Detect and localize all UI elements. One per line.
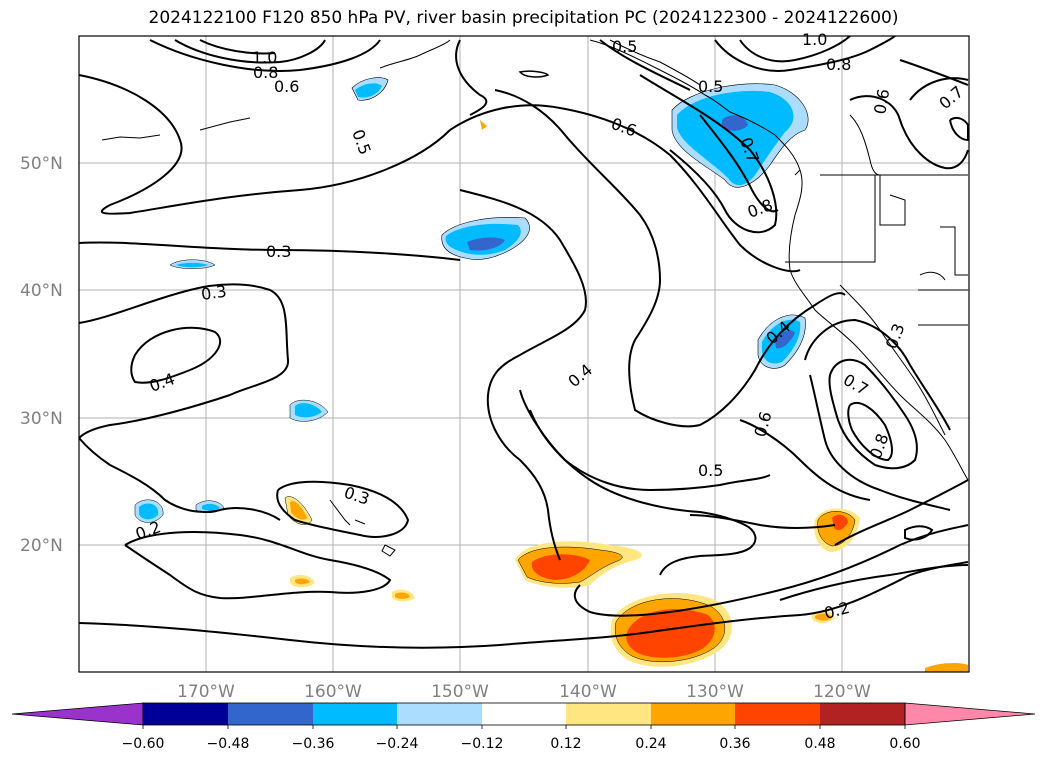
colorbar-extend-high bbox=[904, 702, 1036, 726]
contour-label: 0.3 bbox=[200, 282, 228, 304]
lon-label: 150°W bbox=[431, 682, 489, 702]
latitude-labels: 50°N 40°N 30°N 20°N bbox=[20, 154, 63, 556]
contour-label: 0.6 bbox=[870, 87, 893, 115]
map-title: 2024122100 F120 850 hPa PV, river basin … bbox=[148, 8, 899, 28]
colorbar-bin bbox=[820, 703, 905, 725]
lon-label: 170°W bbox=[177, 682, 235, 702]
map-border bbox=[78, 35, 970, 673]
contour-label: 0.5 bbox=[698, 77, 723, 96]
colorbar-tick: 0.48 bbox=[804, 736, 835, 752]
coastlines bbox=[101, 39, 969, 557]
lat-label: 50°N bbox=[20, 154, 63, 174]
colorbar-bin bbox=[313, 703, 397, 725]
colorbar-tick: 0.24 bbox=[635, 736, 666, 752]
colorbar-tick: −0.60 bbox=[122, 736, 165, 752]
longitude-labels: 170°W 160°W 150°W 140°W 130°W 120°W bbox=[177, 682, 871, 702]
lon-label: 130°W bbox=[686, 682, 744, 702]
colorbar-tick: −0.36 bbox=[292, 736, 335, 752]
contour-label: 0.3 bbox=[266, 242, 291, 261]
colorbar-tick: 0.36 bbox=[719, 736, 750, 752]
lon-label: 140°W bbox=[559, 682, 617, 702]
colorbar-bin bbox=[482, 703, 566, 725]
lat-label: 40°N bbox=[20, 281, 63, 301]
colorbar-tick: −0.48 bbox=[207, 736, 250, 752]
colorbar-bin bbox=[566, 703, 651, 725]
lon-label: 160°W bbox=[304, 682, 362, 702]
colorbar-bin bbox=[143, 703, 228, 725]
colorbar-tick: −0.24 bbox=[376, 736, 419, 752]
lat-label: 20°N bbox=[20, 536, 63, 556]
colorbar-bin bbox=[735, 703, 820, 725]
colorbar-bin bbox=[651, 703, 735, 725]
contour-label: 0.8 bbox=[253, 63, 278, 82]
colorbar-tick: 0.12 bbox=[550, 736, 581, 752]
contour-label: 1.0 bbox=[802, 30, 827, 49]
contour-label: 1.0 bbox=[252, 48, 277, 67]
contour-label: 0.5 bbox=[698, 461, 723, 480]
lat-label: 30°N bbox=[20, 409, 63, 429]
contour-label: 0.5 bbox=[612, 37, 637, 56]
colorbar-tick: −0.12 bbox=[461, 736, 504, 752]
contour-label: 0.6 bbox=[274, 77, 299, 96]
contour-label: 0.8 bbox=[826, 55, 851, 74]
colorbar-extend-low bbox=[11, 702, 144, 726]
colorbar-bin bbox=[397, 703, 482, 725]
lon-label: 120°W bbox=[813, 682, 871, 702]
map-plot-area: 1.0 0.8 0.6 0.5 0.5 0.6 0.5 0.7 0.8 1.0 … bbox=[78, 30, 970, 673]
colorbar-tick: 0.60 bbox=[889, 736, 920, 752]
pv-contours bbox=[78, 35, 969, 649]
colorbar: −0.60 −0.48 −0.36 −0.24 −0.12 0.12 0.24 … bbox=[11, 702, 1036, 752]
colorbar-bin bbox=[228, 703, 313, 725]
